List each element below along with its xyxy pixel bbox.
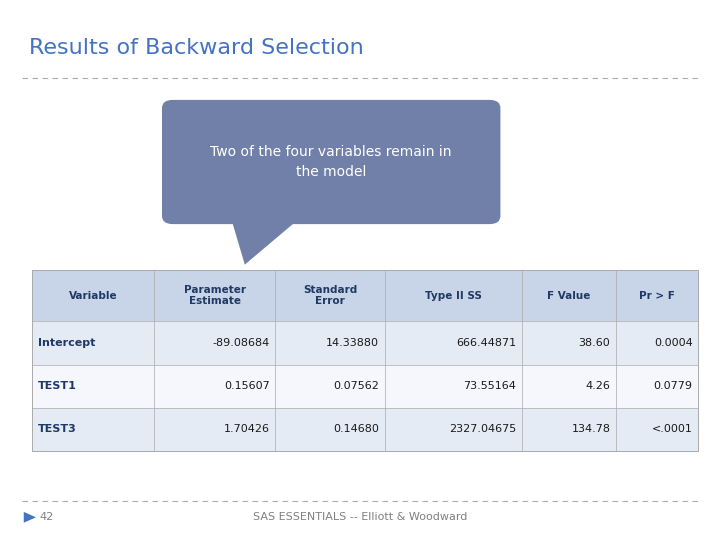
Text: Pr > F: Pr > F xyxy=(639,291,675,301)
Text: 666.44871: 666.44871 xyxy=(456,338,516,348)
Text: 38.60: 38.60 xyxy=(579,338,611,348)
Text: -89.08684: -89.08684 xyxy=(212,338,269,348)
FancyBboxPatch shape xyxy=(162,100,500,224)
Text: 4.26: 4.26 xyxy=(585,381,611,391)
FancyBboxPatch shape xyxy=(32,408,698,451)
Text: 14.33880: 14.33880 xyxy=(326,338,379,348)
Text: 0.14680: 0.14680 xyxy=(333,424,379,434)
Polygon shape xyxy=(230,216,302,265)
Text: 134.78: 134.78 xyxy=(572,424,611,434)
Text: TEST3: TEST3 xyxy=(38,424,77,434)
FancyBboxPatch shape xyxy=(32,321,698,365)
Text: 0.0004: 0.0004 xyxy=(654,338,693,348)
Text: 0.07562: 0.07562 xyxy=(333,381,379,391)
Text: SAS ESSENTIALS -- Elliott & Woodward: SAS ESSENTIALS -- Elliott & Woodward xyxy=(253,512,467,522)
Text: 42: 42 xyxy=(40,512,54,522)
Text: 0.0779: 0.0779 xyxy=(654,381,693,391)
Text: F Value: F Value xyxy=(547,291,591,301)
Text: TEST1: TEST1 xyxy=(38,381,77,391)
FancyBboxPatch shape xyxy=(32,364,698,408)
Text: 2327.04675: 2327.04675 xyxy=(449,424,516,434)
Text: Variable: Variable xyxy=(69,291,117,301)
Text: Standard
Error: Standard Error xyxy=(303,285,357,307)
FancyBboxPatch shape xyxy=(32,270,698,321)
Text: Intercept: Intercept xyxy=(38,338,96,348)
Text: 73.55164: 73.55164 xyxy=(464,381,516,391)
Text: <.0001: <.0001 xyxy=(652,424,693,434)
Text: 1.70426: 1.70426 xyxy=(223,424,269,434)
Text: Two of the four variables remain in
the model: Two of the four variables remain in the … xyxy=(210,145,452,179)
Text: Type II SS: Type II SS xyxy=(425,291,482,301)
Text: Results of Backward Selection: Results of Backward Selection xyxy=(29,38,364,58)
Polygon shape xyxy=(24,512,36,523)
Text: Parameter
Estimate: Parameter Estimate xyxy=(184,285,246,307)
Bar xyxy=(32,270,698,451)
Text: 0.15607: 0.15607 xyxy=(224,381,269,391)
